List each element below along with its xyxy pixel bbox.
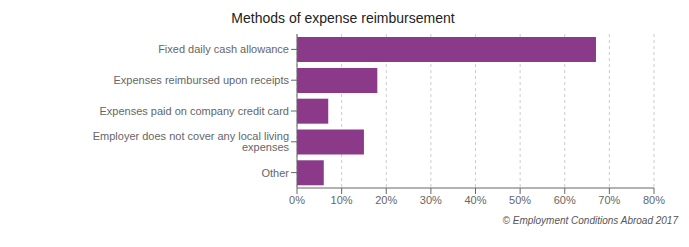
svg-text:80%: 80% <box>643 194 665 206</box>
svg-text:Other: Other <box>261 167 289 179</box>
svg-text:70%: 70% <box>598 194 620 206</box>
svg-text:30%: 30% <box>420 194 442 206</box>
svg-text:0%: 0% <box>289 194 305 206</box>
html-text:Methods of expense reimburseme: Methods of expense reimbursement <box>231 10 455 26</box>
svg-text:20%: 20% <box>375 194 397 206</box>
svg-text:Fixed daily cash allowance: Fixed daily cash allowance <box>158 43 289 55</box>
svg-text:40%: 40% <box>464 194 486 206</box>
svg-text:60%: 60% <box>554 194 576 206</box>
svg-text:50%: 50% <box>509 194 531 206</box>
svg-text:10%: 10% <box>331 194 353 206</box>
svg-text:Employer does not cover any lo: Employer does not cover any local living… <box>93 130 290 153</box>
svg-text:Expenses paid on company credi: Expenses paid on company credit card <box>99 105 289 117</box>
svg-text:Expenses reimbursed upon recei: Expenses reimbursed upon receipts <box>114 74 290 86</box>
html-text:© Employment Conditions Abroad: © Employment Conditions Abroad 2017 <box>502 215 678 226</box>
